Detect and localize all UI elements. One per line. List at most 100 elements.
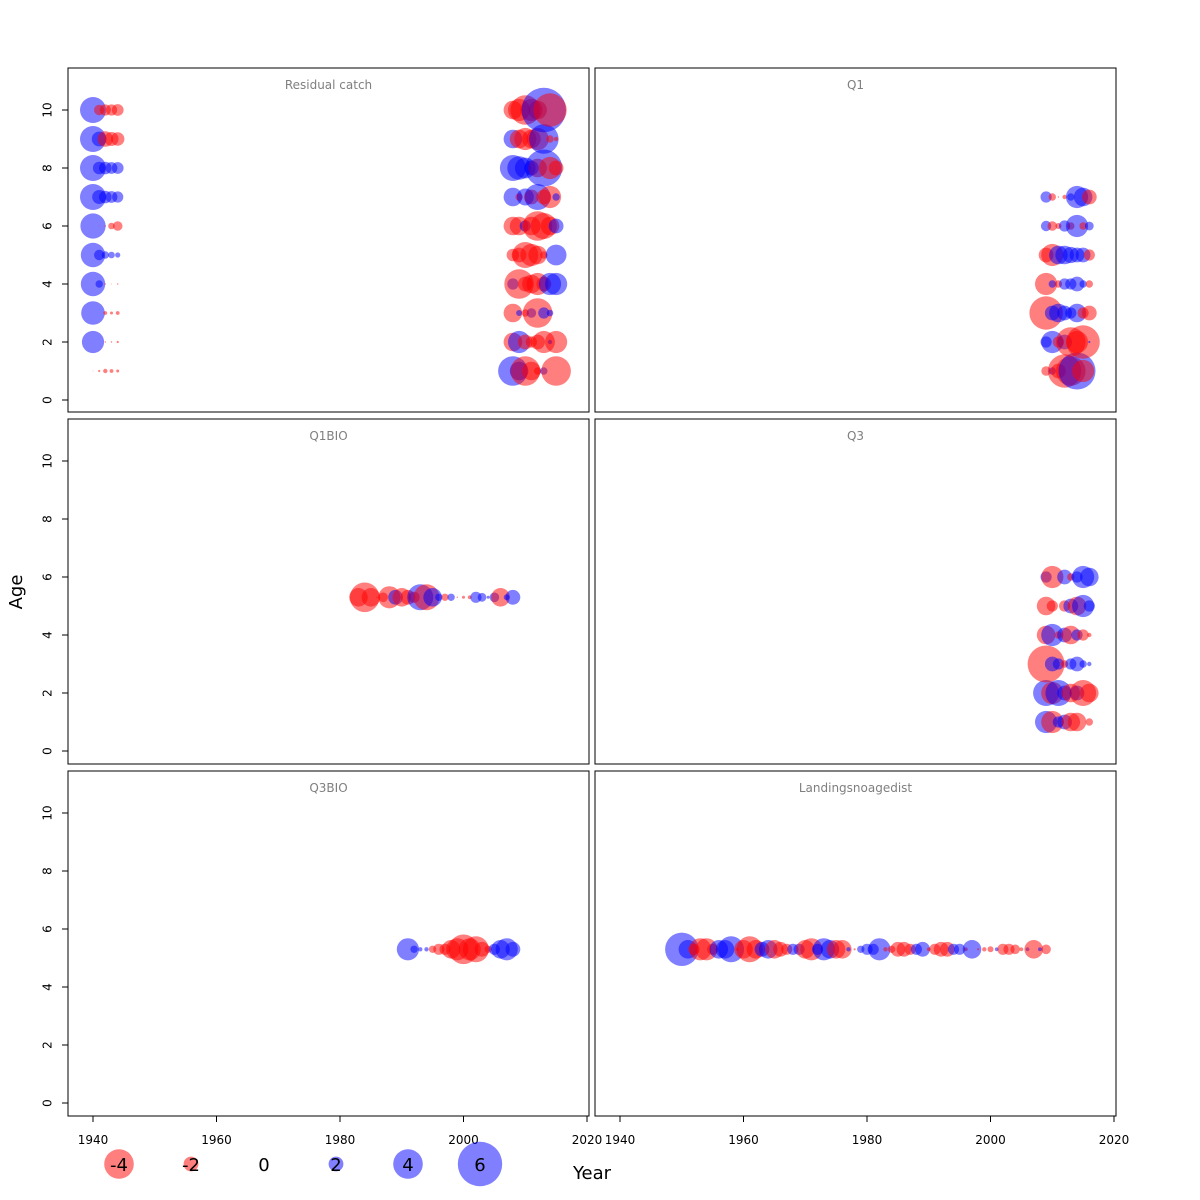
bubble-point (92, 370, 94, 372)
y-tick-label: 6 (41, 925, 55, 933)
bubble-point (95, 280, 103, 288)
legend-item: 4 (393, 1149, 423, 1179)
y-tick-label: 4 (41, 983, 55, 991)
bubble-point (1080, 567, 1099, 587)
bubble-point (1067, 712, 1087, 732)
bubble-point (1052, 658, 1064, 670)
bubble-point (376, 596, 378, 598)
bubble-point (1087, 661, 1092, 667)
bubble-point (548, 160, 564, 176)
bubble-point (101, 251, 110, 259)
bubble-point (447, 593, 455, 601)
panel-title: Landingsnoagedist (799, 781, 913, 795)
bubble-point (441, 593, 449, 601)
y-tick-label: 2 (41, 338, 55, 346)
bubble-point (954, 943, 966, 955)
legend-label: -2 (182, 1155, 200, 1176)
bubble-point (1024, 940, 1043, 959)
bubble-point (987, 946, 994, 953)
bubble-point (98, 369, 101, 373)
panel-frame (594, 418, 1117, 765)
bubble-point (456, 596, 458, 598)
bubble-point (110, 341, 113, 343)
bubble-point (553, 136, 559, 142)
bubble-point (1069, 656, 1085, 672)
panel-q3bio: Q3BIO (67, 770, 590, 1117)
bubble-point (529, 124, 559, 154)
bubble-point (548, 218, 564, 234)
bubble-point (522, 298, 553, 328)
bubble-point (104, 283, 107, 285)
bubble-point (80, 97, 106, 123)
x-tick-label: 1940 (78, 1133, 109, 1147)
x-axis-title: Year (572, 1163, 612, 1184)
size-legend: -4 -2 0 2 4 6 (104, 1141, 503, 1187)
bubble-point (1019, 947, 1024, 952)
bubble-point (545, 244, 567, 266)
bubble-point (112, 221, 123, 231)
bubble-point (1088, 340, 1091, 344)
bubble-point (1041, 565, 1064, 589)
bubble-point (477, 592, 487, 602)
y-tick-label: 10 (41, 805, 55, 820)
bubble-point (462, 595, 465, 599)
legend-bubble (328, 1156, 344, 1172)
bubble-point (503, 303, 523, 323)
bubble-point (552, 193, 560, 201)
y-tick-label: 2 (41, 1041, 55, 1049)
bubble-point (81, 301, 105, 325)
panel-landingsnoagedist: Landingsnoagedist (594, 770, 1117, 1117)
bubble-point (423, 588, 442, 607)
y-tick-label: 4 (41, 280, 55, 288)
legend-item: -4 (104, 1149, 134, 1179)
legend-label: 0 (258, 1155, 269, 1176)
panel-frame (594, 67, 1117, 413)
bubble-point (1062, 194, 1067, 200)
bubble-point (1010, 944, 1020, 955)
bubble-point (98, 225, 100, 227)
bubble-point (533, 93, 567, 127)
bubble-point (977, 948, 980, 951)
bubble-point (1046, 600, 1058, 612)
bubble-point (546, 135, 554, 143)
bubble-point (486, 595, 490, 599)
bubble-point (108, 251, 115, 259)
bubble-point (115, 311, 120, 315)
bubble-point (868, 938, 891, 961)
bubble-point (110, 311, 113, 315)
bubble-point (503, 187, 523, 207)
bubble-point (1047, 221, 1058, 231)
legend-label: 4 (402, 1155, 413, 1176)
bubble-point (1079, 222, 1087, 230)
bubble-point (540, 251, 548, 259)
legend-item: 6 (457, 1141, 503, 1187)
legend-label: -4 (110, 1155, 128, 1176)
bubble-point (361, 588, 381, 607)
bubble-point (103, 311, 108, 315)
panel-title: Residual catch (285, 78, 372, 92)
y-tick-label: 8 (41, 867, 55, 875)
x-tick-label: 1940 (605, 1133, 636, 1147)
legend-bubble (183, 1156, 199, 1172)
bubble-point (505, 589, 521, 605)
bubble-point (1084, 221, 1094, 231)
bubble-point (81, 330, 105, 354)
bubble-point (1077, 629, 1089, 641)
bubble-point (80, 242, 106, 268)
x-tick-label: 1960 (201, 1133, 232, 1147)
bubble-point (522, 361, 541, 381)
bubble-point (505, 941, 521, 957)
bubble-point (103, 368, 108, 374)
y-tick-label: 6 (41, 222, 55, 230)
bubble-point (80, 213, 106, 239)
bubble-point (962, 940, 982, 959)
bubble-point (538, 185, 562, 209)
bubble-point (1057, 569, 1072, 585)
legend-item: 0 (258, 1155, 269, 1176)
bubble-point (853, 948, 856, 951)
bubble-point (418, 947, 423, 952)
bubble-point (1079, 280, 1087, 288)
bubble-point (1038, 947, 1042, 952)
panel-q1bio: Q1BIO (67, 418, 590, 765)
x-tick-label: 1980 (852, 1133, 883, 1147)
